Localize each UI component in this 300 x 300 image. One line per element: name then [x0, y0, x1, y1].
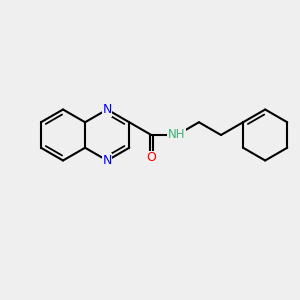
Text: NH: NH — [168, 128, 186, 142]
Text: N: N — [103, 154, 112, 167]
Text: N: N — [103, 103, 112, 116]
Text: O: O — [146, 152, 156, 164]
